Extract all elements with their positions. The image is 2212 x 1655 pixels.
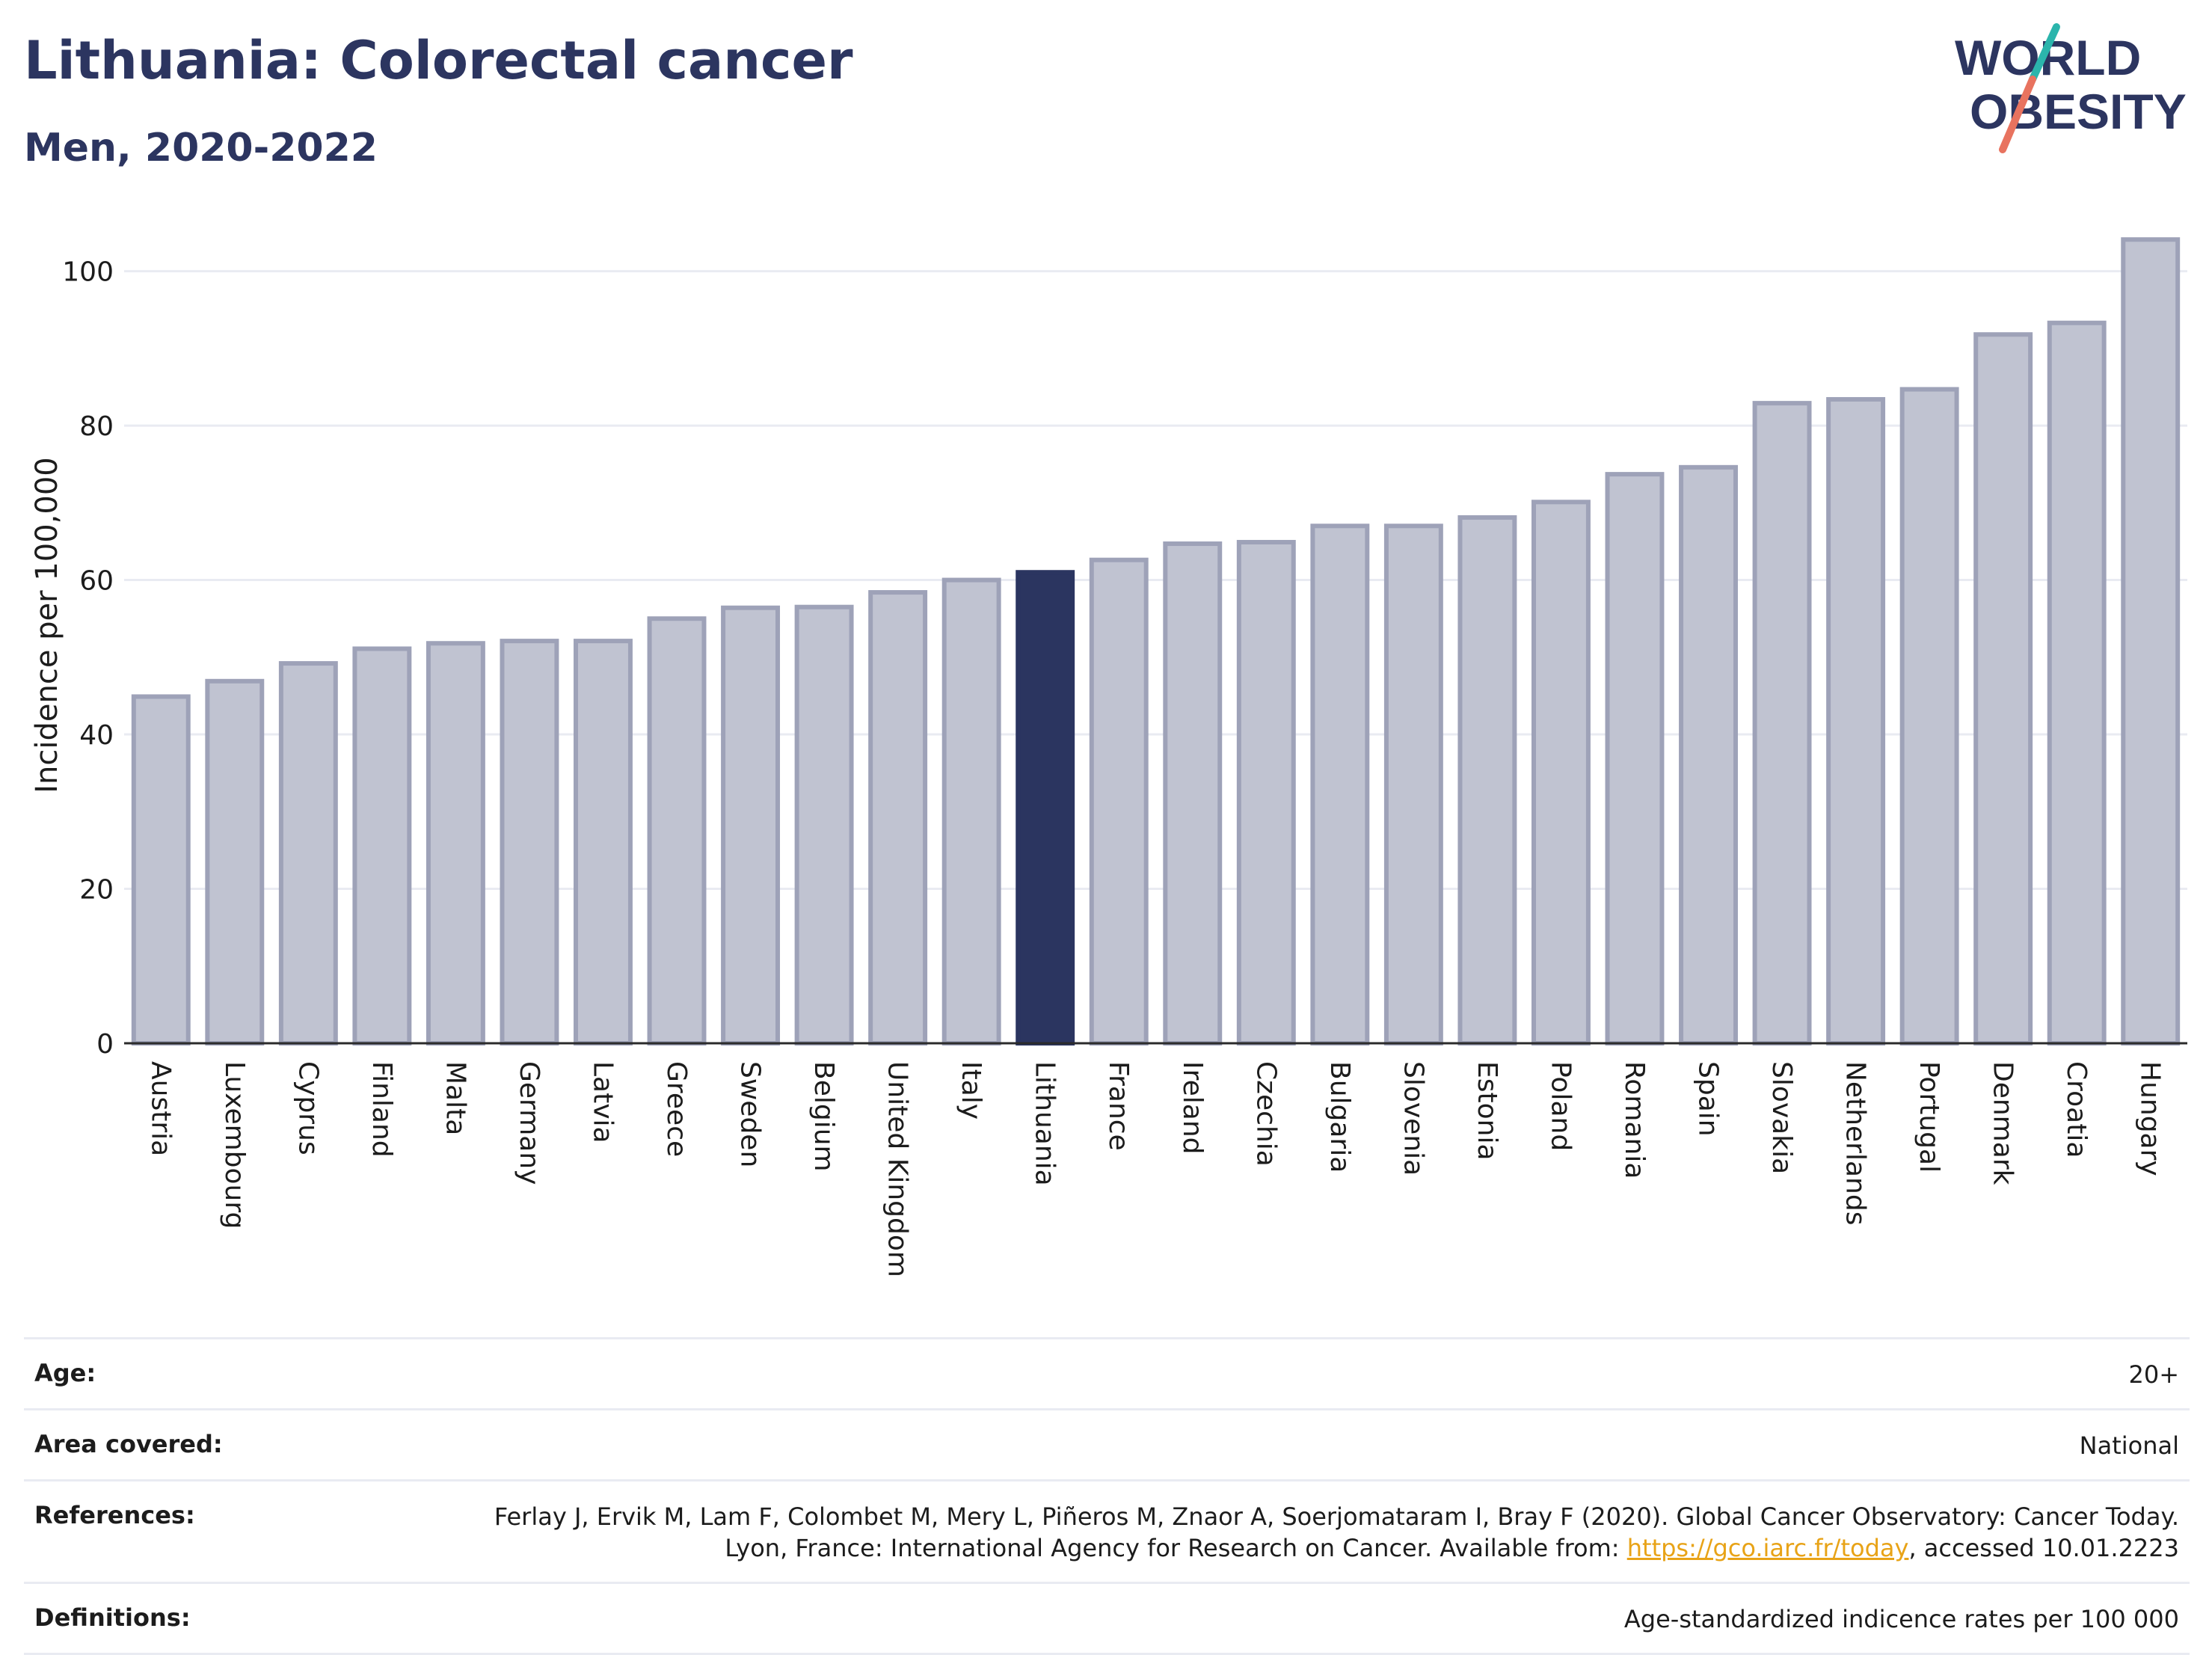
bar-sweden [721, 605, 781, 1045]
x-tick-label: Estonia [1472, 1061, 1502, 1161]
x-tick-label: Latvia [587, 1061, 618, 1143]
x-tick-label: Netherlands [1840, 1061, 1871, 1225]
meta-row-age: Age: 20+ [24, 1337, 2190, 1408]
x-tick-label: Czechia [1250, 1061, 1281, 1167]
bar-portugal [1899, 387, 1959, 1045]
y-tick-label: 100 [62, 257, 114, 288]
x-tick-label: Poland [1545, 1061, 1576, 1151]
x-tick-label: Belgium [808, 1061, 839, 1172]
x-tick-label: Bulgaria [1324, 1061, 1355, 1173]
age-value: 20+ [2128, 1360, 2179, 1389]
x-tick-label: Spain [1693, 1061, 1724, 1137]
bar-hungary [2121, 237, 2181, 1045]
bar-estonia [1457, 515, 1517, 1045]
references-accessed: , accessed 10.01.2223 [1908, 1534, 2179, 1562]
x-tick-label: France [1103, 1061, 1134, 1151]
x-tick-label: Sweden [735, 1061, 766, 1167]
axes: 0 20 40 60 80 100 Austria Luxembourg Cyprus Finla… [62, 257, 2187, 1277]
x-tick-label: Malta [440, 1061, 470, 1135]
bar-romania [1605, 472, 1665, 1045]
bar-ireland [1163, 541, 1223, 1045]
logo-slash-teal [2029, 23, 2060, 83]
bar-poland [1531, 500, 1591, 1045]
x-tick-label: Cyprus [292, 1061, 323, 1155]
logo-slash-coral [1999, 76, 2036, 153]
y-tick-label: 0 [96, 1029, 114, 1060]
bar-czechia [1236, 539, 1296, 1045]
bar-spain [1679, 464, 1738, 1045]
world-obesity-logo: WORLD OBESITY [1955, 23, 2187, 153]
bar-germany [500, 639, 559, 1045]
references-link[interactable]: https://gco.iarc.fr/today [1626, 1534, 1909, 1562]
x-tick-label: Lithuania [1030, 1061, 1060, 1186]
bar-italy [941, 577, 1001, 1045]
x-tick-label: Italy [956, 1061, 986, 1120]
bar-cyprus [278, 661, 338, 1045]
x-tick-label: Finland [366, 1061, 397, 1158]
bar-austria [131, 694, 191, 1046]
y-axis-label: Incidence per 100,000 [30, 457, 64, 793]
references-label: References: [34, 1501, 195, 1529]
meta-row-references: References: Ferlay J, Ervik M, Lam F, Co… [24, 1479, 2190, 1582]
bars [131, 237, 2181, 1046]
x-tick-label: Luxembourg [219, 1061, 250, 1229]
meta-row-area: Area covered: National [24, 1408, 2190, 1479]
age-label: Age: [34, 1359, 96, 1387]
bar-latvia [574, 639, 633, 1045]
x-tick-label: Romania [1619, 1061, 1650, 1179]
bar-france [1089, 557, 1149, 1045]
bar-finland [352, 646, 412, 1045]
y-tick-label: 80 [79, 411, 114, 442]
logo-line-2: OBESITY [1970, 84, 2187, 139]
references-value: Ferlay J, Ervik M, Lam F, Colombet M, Me… [459, 1501, 2179, 1564]
x-tick-label: Portugal [1914, 1061, 1944, 1173]
definitions-label: Definitions: [34, 1603, 191, 1632]
x-tick-label: Austria [145, 1061, 176, 1156]
chart-subtitle: Men, 2020-2022 [24, 126, 378, 171]
metadata-table: Age: 20+ Area covered: National Referenc… [24, 1337, 2190, 1655]
x-tick-label: United Kingdom [882, 1061, 913, 1277]
bar-croatia [2047, 320, 2107, 1045]
x-tick-label: Slovakia [1766, 1061, 1797, 1174]
x-tick-label: Ireland [1177, 1061, 1208, 1155]
bar-united-kingdom [868, 590, 928, 1045]
area-label: Area covered: [34, 1430, 223, 1458]
chart-title: Lithuania: Colorectal cancer [24, 30, 853, 91]
x-tick-label: Slovenia [1398, 1061, 1428, 1176]
bar-netherlands [1826, 396, 1886, 1045]
y-tick-label: 40 [79, 720, 114, 751]
bar-bulgaria [1310, 523, 1370, 1045]
x-tick-label: Croatia [2061, 1061, 2092, 1158]
y-tick-label: 60 [79, 566, 114, 597]
bar-greece [647, 616, 707, 1045]
bar-luxembourg [205, 678, 265, 1045]
bar-lithuania [1016, 570, 1075, 1045]
x-tick-label: Hungary [2135, 1061, 2166, 1176]
x-tick-label: Greece [661, 1061, 692, 1157]
bar-slovenia [1383, 523, 1443, 1045]
references-text: Ferlay J, Ervik M, Lam F, Colombet M, Me… [494, 1502, 2179, 1562]
y-tick-label: 20 [79, 875, 114, 906]
bar-denmark [1973, 332, 2033, 1045]
area-value: National [2079, 1431, 2179, 1460]
x-tick-label: Germany [514, 1061, 544, 1185]
bar-slovakia [1752, 401, 1812, 1045]
bar-belgium [794, 604, 854, 1045]
bar-chart: 0 20 40 60 80 100 Austria Luxembourg Cyprus Finla… [30, 237, 2187, 1277]
bar-malta [425, 641, 485, 1045]
definitions-value: Age-standardized indicence rates per 100… [1623, 1605, 2179, 1633]
x-tick-label: Denmark [1988, 1061, 2018, 1185]
meta-row-definitions: Definitions: Age-standardized indicence … [24, 1582, 2190, 1655]
